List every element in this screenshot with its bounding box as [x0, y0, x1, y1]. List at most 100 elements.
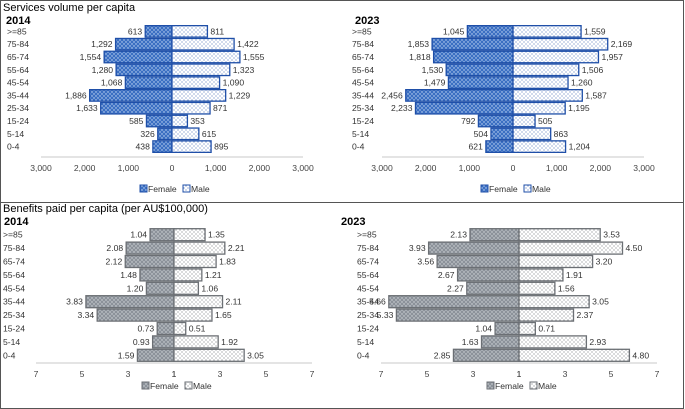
- services-2023-label-female: 1,479: [424, 78, 446, 88]
- benefits-2023-x-tick-label: 3: [563, 369, 568, 379]
- services-2014-bar-male: [171, 101, 211, 115]
- benefits-2023-bar-female: [466, 281, 520, 295]
- benefits-2014-bar-male: [173, 348, 245, 362]
- benefits-2014-bar-male: [173, 228, 206, 242]
- benefits-2023-category-label: 35-44: [357, 297, 379, 307]
- services-2023-bar-female: [414, 101, 514, 115]
- services-2023-bar-male: [512, 101, 566, 115]
- services-2023-bar-female: [431, 37, 514, 51]
- services-2014-bar-female: [114, 37, 173, 51]
- benefits-2014-label-female: 1.48: [120, 270, 137, 280]
- services-2014-bar-male: [171, 37, 235, 51]
- benefits-2023-x-tick-label: 7: [655, 369, 660, 379]
- benefits-2023-category-label: 45-54: [357, 283, 379, 293]
- services-2014-bar-female: [152, 140, 173, 154]
- services-2023-bar-male: [512, 114, 536, 128]
- benefits-2014-legend-female-swatch: [141, 381, 150, 390]
- benefits-2014-label-male: 3.05: [247, 350, 264, 360]
- benefits-2023-label-male: 0.71: [538, 324, 555, 334]
- services-2014-label-female: 438: [136, 142, 151, 152]
- benefits-2014-bar-female: [139, 268, 175, 282]
- services-2023-label-male: 1,957: [601, 52, 623, 62]
- services-2014-label-male: 1,229: [229, 90, 251, 100]
- benefits-2023-bar-female: [480, 335, 520, 349]
- benefits-2014-bar-male: [173, 308, 213, 322]
- services-2014-label-female: 1,292: [91, 39, 113, 49]
- benefits-2023-category-label: >=85: [357, 230, 377, 240]
- benefits-2014-label-male: 1.65: [215, 310, 232, 320]
- benefits-2023-x-tick-label: 7: [379, 369, 384, 379]
- benefits-2014-label-male: 1.92: [221, 337, 238, 347]
- benefits-2014-x-tick-label: 7: [310, 369, 315, 379]
- services-2023-category-label: >=85: [352, 26, 372, 36]
- services-2014-label-female: 1,554: [80, 52, 102, 62]
- services-2023-category-label: 15-24: [352, 116, 374, 126]
- services-panel: Services volume per capita 2014 2023 >=8…: [0, 0, 684, 203]
- benefits-2023-bar-female: [456, 268, 520, 282]
- benefits-2014-label-female: 1.04: [130, 230, 147, 240]
- benefits-2014-bar-male: [173, 281, 200, 295]
- services-2014-bar-female: [157, 127, 173, 141]
- services-2014-x-tick-label: 1,000: [118, 163, 140, 173]
- benefits-2014-label-male: 1.83: [219, 257, 236, 267]
- benefits-2014-bar-female: [145, 281, 175, 295]
- benefits-2023-category-label: 25-34: [357, 310, 379, 320]
- benefits-2023-label-female: 2.85: [434, 350, 451, 360]
- benefits-2023-label-female: 2.13: [450, 230, 467, 240]
- benefits-2023-label-male: 1.91: [566, 270, 583, 280]
- benefits-2014-x-tick-label: 5: [80, 369, 85, 379]
- services-2014-label-male: 615: [202, 129, 217, 139]
- benefits-2014-label-male: 1.35: [208, 230, 225, 240]
- benefits-2023-legend-female-swatch: [486, 381, 495, 390]
- services-2014-label-male: 353: [190, 116, 205, 126]
- services-2014-category-label: 5-14: [7, 129, 24, 139]
- services-2023-bar-female: [447, 76, 514, 89]
- benefits-2014-bar-female: [124, 254, 175, 269]
- services-2014-bar-male: [171, 89, 227, 102]
- services-2023-category-label: 5-14: [352, 129, 369, 139]
- services-2014-category-label: 75-84: [7, 39, 29, 49]
- benefits-2023-label-male: 4.50: [626, 243, 643, 253]
- services-2023-bar-male: [512, 63, 580, 77]
- benefits-2014-bar-female: [136, 348, 175, 362]
- services-2023-bar-female: [477, 114, 514, 128]
- benefits-2023-legend-male-label: Male: [538, 381, 557, 391]
- benefits-2023-label-male: 3.05: [592, 297, 609, 307]
- benefits-2023-label-female: 2.27: [447, 283, 464, 293]
- services-2014-label-female: 326: [140, 129, 155, 139]
- benefits-2014-category-label: 5-14: [3, 337, 20, 347]
- benefits-2014-legend-male-label: Male: [193, 381, 212, 391]
- benefits-2014-label-female: 3.83: [66, 297, 83, 307]
- services-2023-label-male: 1,559: [584, 26, 606, 36]
- services-2023-chart: >=85 1,045 1,559 75-84 1,853 2,169 65-74 1,818 1…: [352, 24, 655, 194]
- services-2014-legend-female-swatch: [139, 184, 148, 193]
- benefits-2014-label-female: 0.93: [133, 337, 150, 347]
- benefits-2014-x-tick-label: 1: [172, 369, 177, 379]
- services-2023-label-female: 1,530: [422, 65, 444, 75]
- services-2014-year: 2014: [6, 15, 31, 27]
- services-2014-label-female: 613: [128, 26, 143, 36]
- services-2014-bar-male: [171, 114, 189, 128]
- benefits-2014-legend-female-label: Female: [150, 381, 179, 391]
- services-2023-category-label: 65-74: [352, 52, 374, 62]
- benefits-2023-bar-female: [469, 228, 520, 242]
- benefits-2014-label-female: 1.20: [127, 283, 144, 293]
- services-2023-x-tick-label: 1,000: [459, 163, 481, 173]
- benefits-2023-year: 2023: [341, 216, 366, 228]
- benefits-2023-bar-female: [452, 348, 520, 362]
- services-2023-label-female: 1,045: [443, 26, 465, 36]
- services-2014-chart: >=85 613 811 75-84 1,292 1,422 65-74 1,554 1,555…: [7, 24, 314, 194]
- services-2023-legend-male-label: Male: [532, 184, 551, 194]
- benefits-2014-bar-male: [173, 268, 203, 282]
- services-2023-legend-male-swatch: [523, 184, 532, 193]
- services-2023-category-label: 25-34: [352, 103, 374, 113]
- benefits-2014-x-tick-label: 7: [34, 369, 39, 379]
- benefits-2014-category-label: 15-24: [3, 324, 25, 334]
- services-2014-label-female: 1,886: [65, 90, 87, 100]
- services-2014-category-label: 35-44: [7, 90, 29, 100]
- benefits-2014-category-label: 0-4: [3, 350, 16, 360]
- benefits-2023-label-female: 3.93: [409, 243, 426, 253]
- services-2023-bar-male: [512, 76, 569, 89]
- services-2014-legend-female-label: Female: [148, 184, 177, 194]
